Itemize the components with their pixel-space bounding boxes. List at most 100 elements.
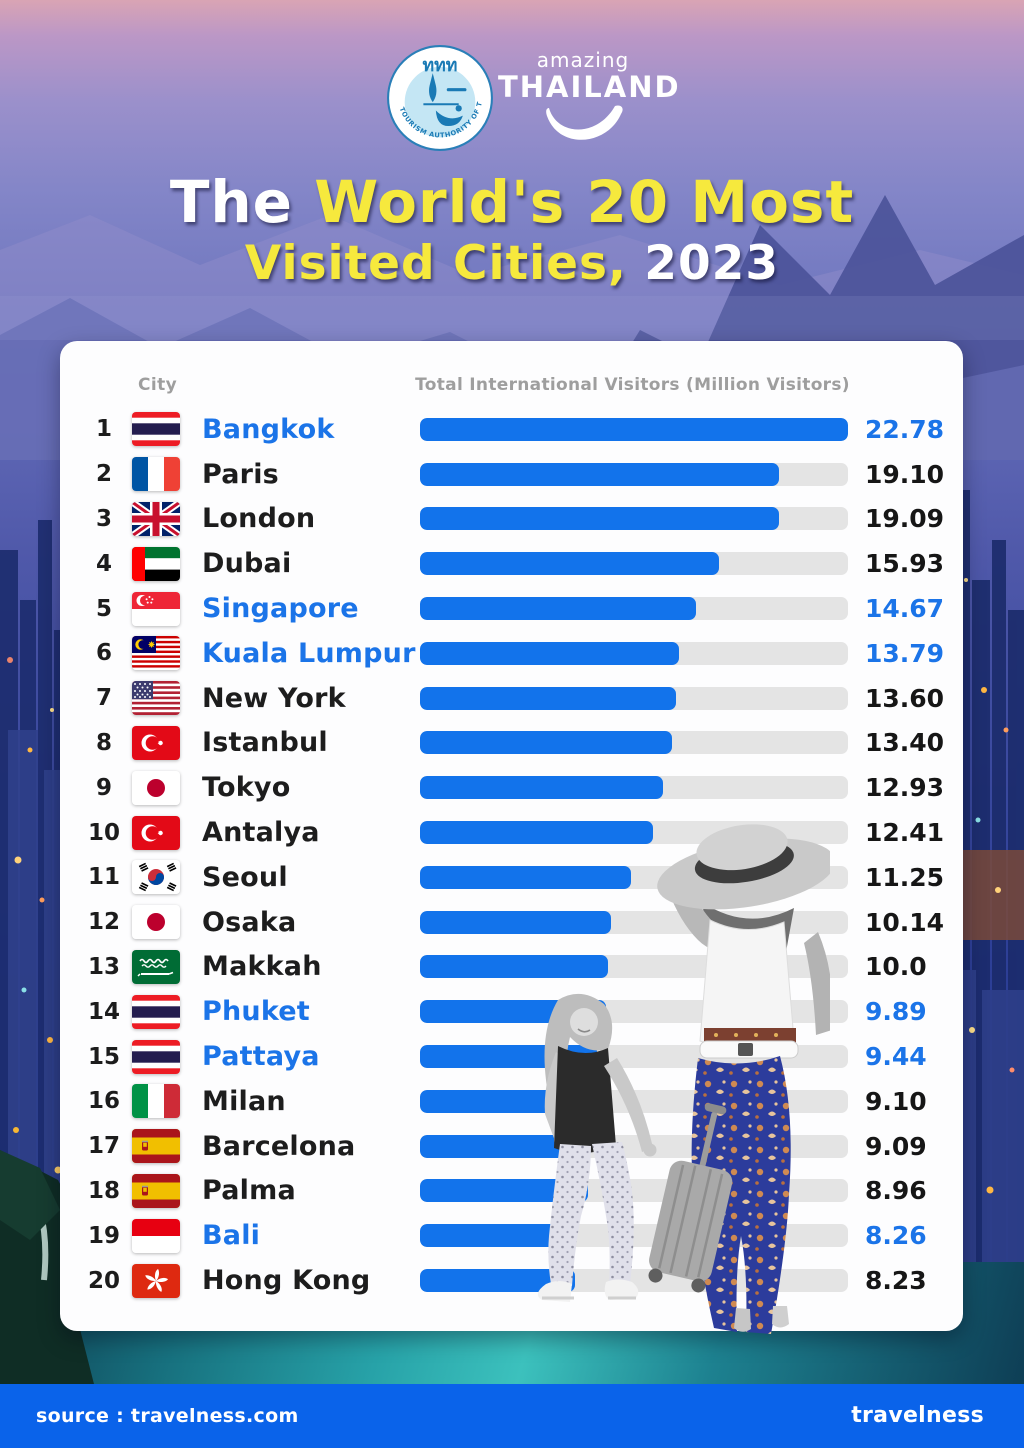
flag-turkey: [132, 725, 180, 760]
table-row: 10 Antalya 12.41: [60, 810, 963, 855]
value-label: 8.23: [865, 1266, 927, 1296]
title-line1-yellow: World's 20 Most: [314, 168, 855, 236]
bar-fill: [420, 821, 654, 845]
city-label: Makkah: [202, 951, 322, 983]
value-label: 9.10: [865, 1086, 927, 1116]
table-row: 4 Dubai 15.93: [60, 541, 963, 586]
value-label: 12.93: [865, 773, 945, 803]
table-row: 18 Palma 8.96: [60, 1169, 963, 1214]
bar-fill: [420, 1269, 575, 1293]
bar-fill: [420, 552, 720, 576]
bar-track: [420, 1089, 848, 1113]
rank-label: 9: [95, 774, 112, 801]
bar-track: [420, 1000, 848, 1024]
city-label: Tokyo: [202, 772, 291, 804]
bar-fill: [420, 1000, 606, 1024]
bar-fill: [420, 507, 779, 531]
bar-track: [420, 955, 848, 979]
city-label: Seoul: [202, 861, 288, 893]
bar-fill: [420, 1179, 589, 1203]
flag-japan: [132, 770, 180, 805]
flag-france: [132, 457, 180, 492]
tourism-authority-of-thailand-logo: ททท TOURISM AUTHORITY OF THAILAND: [386, 44, 493, 151]
city-label: Paris: [202, 458, 279, 490]
value-label: 8.26: [865, 1221, 927, 1251]
bar-track: [420, 641, 848, 665]
column-header-city: City: [138, 375, 178, 395]
bar-track: [420, 552, 848, 576]
bar-fill: [420, 955, 608, 979]
flag-thailand: [132, 994, 180, 1029]
bar-track: [420, 731, 848, 755]
rank-label: 4: [95, 550, 112, 577]
bar-fill: [420, 1224, 576, 1248]
table-row: 20 Hong Kong 8.23: [60, 1258, 963, 1303]
flag-thailand: [132, 412, 180, 447]
bar-track: [420, 1269, 848, 1293]
rank-label: 12: [87, 909, 120, 936]
bar-track: [420, 910, 848, 934]
bar-fill: [420, 417, 848, 441]
flag-hong-kong: [132, 1263, 180, 1298]
bar-fill: [420, 776, 663, 800]
rank-label: 2: [95, 461, 112, 488]
rank-label: 13: [87, 953, 120, 980]
value-label: 19.09: [865, 504, 945, 534]
flag-turkey: [132, 815, 180, 850]
value-label: 22.78: [865, 414, 945, 444]
rank-label: 20: [87, 1267, 120, 1294]
flag-uk: [132, 501, 180, 536]
value-label: 9.09: [865, 1131, 927, 1161]
rank-label: 17: [87, 1133, 120, 1160]
city-label: Dubai: [202, 548, 292, 580]
city-label: Hong Kong: [202, 1265, 371, 1297]
bar-fill: [420, 686, 676, 710]
table-row: 9 Tokyo 12.93: [60, 765, 963, 810]
bar-track: [420, 776, 848, 800]
flag-spain: [132, 1173, 180, 1208]
table-row: 3 London 19.09: [60, 497, 963, 542]
value-label: 8.96: [865, 1176, 927, 1206]
column-header-visitors: Total International Visitors (Million Vi…: [415, 375, 850, 395]
city-label: Singapore: [202, 593, 359, 625]
table-row: 12 Osaka 10.14: [60, 900, 963, 945]
bar-track: [420, 686, 848, 710]
flag-thailand: [132, 1039, 180, 1074]
value-label: 9.89: [865, 997, 927, 1027]
city-label: Bangkok: [202, 413, 335, 445]
table-row: 13 Makkah 10.0: [60, 945, 963, 990]
flag-saudi-arabia: [132, 949, 180, 984]
bar-track: [420, 1045, 848, 1069]
city-label: Milan: [202, 1085, 286, 1117]
rank-label: 19: [87, 1222, 120, 1249]
rank-label: 15: [87, 1043, 120, 1070]
table-row: 2 Paris 19.10: [60, 452, 963, 497]
value-label: 10.0: [865, 952, 927, 982]
value-label: 13.40: [865, 728, 945, 758]
value-label: 12.41: [865, 818, 945, 848]
title-line2-yellow: Visited Cities,: [244, 236, 627, 292]
value-label: 13.60: [865, 683, 945, 713]
bar-track: [420, 597, 848, 621]
bar-track: [420, 417, 848, 441]
flag-spain: [132, 1129, 180, 1164]
rank-label: 14: [87, 998, 120, 1025]
bar-fill: [420, 1134, 591, 1158]
city-label: Antalya: [202, 817, 320, 849]
bar-fill: [420, 462, 779, 486]
flag-japan: [132, 905, 180, 940]
table-row: 14 Phuket 9.89: [60, 989, 963, 1034]
rank-label: 16: [87, 1088, 120, 1115]
city-label: Kuala Lumpur: [202, 637, 416, 669]
table-rows: 1 Bangkok 22.78 2 Paris 19.10 3 London 1…: [60, 407, 963, 1303]
bar-fill: [420, 1045, 598, 1069]
title-line2-white: 2023: [626, 236, 780, 292]
rank-label: 5: [95, 595, 112, 622]
city-label: Barcelona: [202, 1130, 356, 1162]
travelness-logo: travelness: [851, 1403, 984, 1428]
rank-label: 18: [87, 1177, 120, 1204]
rank-label: 1: [95, 416, 112, 443]
chart-card: City Total International Visitors (Milli…: [60, 341, 963, 1331]
rank-label: 3: [95, 505, 112, 532]
table-row: 8 Istanbul 13.40: [60, 721, 963, 766]
